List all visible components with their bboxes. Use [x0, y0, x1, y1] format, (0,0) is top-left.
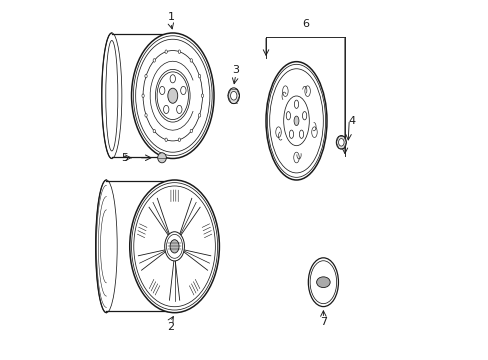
Ellipse shape: [190, 129, 192, 133]
Ellipse shape: [155, 69, 190, 122]
Ellipse shape: [159, 86, 164, 95]
Ellipse shape: [294, 100, 298, 108]
Ellipse shape: [336, 135, 346, 149]
Ellipse shape: [153, 59, 155, 62]
Ellipse shape: [131, 33, 214, 158]
Ellipse shape: [163, 105, 168, 113]
Ellipse shape: [338, 139, 344, 146]
Ellipse shape: [293, 116, 298, 126]
Ellipse shape: [289, 130, 293, 138]
Ellipse shape: [167, 88, 177, 103]
Ellipse shape: [190, 59, 192, 62]
Ellipse shape: [198, 75, 200, 78]
Ellipse shape: [158, 153, 166, 163]
Ellipse shape: [181, 86, 185, 95]
Ellipse shape: [170, 75, 175, 83]
Ellipse shape: [302, 112, 306, 120]
Ellipse shape: [129, 180, 219, 313]
Ellipse shape: [153, 129, 155, 133]
Text: 2: 2: [167, 322, 174, 332]
Ellipse shape: [164, 138, 167, 141]
Ellipse shape: [308, 258, 338, 307]
Ellipse shape: [227, 88, 239, 104]
Ellipse shape: [285, 112, 290, 120]
Ellipse shape: [144, 75, 147, 78]
Ellipse shape: [142, 94, 144, 98]
Ellipse shape: [283, 96, 309, 146]
Ellipse shape: [230, 91, 236, 100]
Ellipse shape: [164, 232, 184, 261]
Text: 7: 7: [319, 318, 326, 327]
Text: 5: 5: [121, 153, 127, 163]
Ellipse shape: [176, 105, 182, 113]
Ellipse shape: [164, 50, 167, 53]
Ellipse shape: [299, 130, 303, 138]
Ellipse shape: [201, 94, 203, 98]
Ellipse shape: [178, 50, 180, 53]
Ellipse shape: [170, 240, 179, 253]
Text: 3: 3: [232, 64, 239, 75]
Ellipse shape: [144, 113, 147, 117]
Text: 6: 6: [302, 19, 308, 29]
Text: 4: 4: [348, 116, 355, 126]
Ellipse shape: [178, 138, 180, 141]
Ellipse shape: [198, 113, 200, 117]
Ellipse shape: [265, 62, 326, 180]
Text: 1: 1: [167, 12, 174, 22]
Ellipse shape: [316, 277, 329, 288]
